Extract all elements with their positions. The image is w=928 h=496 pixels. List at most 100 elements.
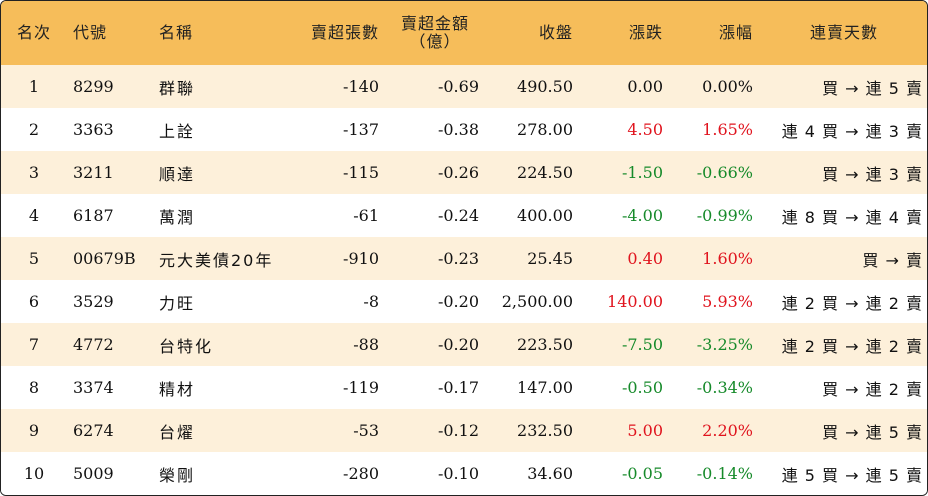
rank-cell: 10 bbox=[23, 464, 45, 483]
header-days: 連賣天數 bbox=[809, 23, 878, 42]
sell-shares-cell: -53 bbox=[353, 421, 379, 440]
rank-cell: 7 bbox=[28, 335, 40, 354]
header-row: 名次 代號 名稱 賣超張數 賣超金額 （億） 收盤 漲跌 漲幅 連賣天數 bbox=[1, 1, 927, 65]
rank-cell: 5 bbox=[28, 249, 40, 268]
pct-cell: 2.20% bbox=[702, 421, 753, 440]
table-row: 3 3211 順達 -115 -0.26 224.50 -1.50 -0.66% 買 → 連 3… bbox=[1, 151, 927, 194]
header-name: 名稱 bbox=[159, 23, 194, 42]
header-change: 漲跌 bbox=[628, 23, 663, 42]
sell-amount-cell: -0.17 bbox=[437, 378, 479, 397]
days-cell: 買 → 連 3 賣 bbox=[822, 164, 923, 184]
table-row: 4 6187 萬潤 -61 -0.24 400.00 -4.00 -0.99% 連 8 買 → … bbox=[1, 194, 927, 237]
code-cell: 3529 bbox=[73, 292, 114, 311]
sell-amount-cell: -0.69 bbox=[437, 77, 479, 96]
sell-amount-cell: -0.26 bbox=[437, 163, 479, 182]
table-row: 7 4772 台特化 -88 -0.20 223.50 -7.50 -3.25% 連 2 買 →… bbox=[1, 323, 927, 366]
code-cell: 4772 bbox=[73, 335, 114, 354]
close-cell: 232.50 bbox=[517, 421, 573, 440]
days-cell: 連 4 買 → 連 3 賣 bbox=[781, 121, 923, 141]
table-row: 9 6274 台燿 -53 -0.12 232.50 5.00 2.20% 買 → 連 5 賣 bbox=[1, 409, 927, 452]
pct-cell: 5.93% bbox=[702, 292, 753, 311]
sell-shares-cell: -8 bbox=[363, 292, 379, 311]
sell-shares-cell: -88 bbox=[353, 335, 379, 354]
name-cell: 精材 bbox=[159, 379, 196, 399]
name-cell: 台特化 bbox=[159, 336, 214, 356]
name-cell: 台燿 bbox=[159, 422, 196, 442]
change-cell: -7.50 bbox=[621, 335, 663, 354]
days-cell: 連 2 買 → 連 2 賣 bbox=[781, 336, 923, 356]
days-cell: 買 → 連 5 賣 bbox=[822, 422, 923, 442]
days-cell: 買 → 賣 bbox=[862, 250, 923, 270]
name-cell: 上詮 bbox=[159, 121, 196, 141]
pct-cell: 1.65% bbox=[702, 120, 753, 139]
pct-cell: -0.99% bbox=[696, 206, 753, 225]
rank-cell: 2 bbox=[28, 120, 40, 139]
table-row: 2 3363 上詮 -137 -0.38 278.00 4.50 1.65% 連 4 買 → 連… bbox=[1, 108, 927, 151]
sell-amount-cell: -0.38 bbox=[437, 120, 479, 139]
header-rank: 名次 bbox=[16, 23, 51, 42]
sell-amount-cell: -0.23 bbox=[437, 249, 479, 268]
sell-amount-cell: -0.12 bbox=[437, 421, 479, 440]
name-cell: 群聯 bbox=[159, 78, 196, 98]
close-cell: 147.00 bbox=[517, 378, 573, 397]
sell-shares-cell: -137 bbox=[343, 120, 379, 139]
rank-cell: 8 bbox=[28, 378, 40, 397]
table-body: 1 8299 群聯 -140 -0.69 490.50 0.00 0.00% 買 → 連 5 賣… bbox=[1, 65, 927, 495]
code-cell: 8299 bbox=[73, 77, 114, 96]
sell-amount-cell: -0.10 bbox=[437, 464, 479, 483]
sell-shares-cell: -119 bbox=[343, 378, 379, 397]
close-cell: 490.50 bbox=[517, 77, 573, 96]
close-cell: 25.45 bbox=[527, 249, 573, 268]
table-row: 1 8299 群聯 -140 -0.69 490.50 0.00 0.00% 買 → 連 5 賣 bbox=[1, 65, 927, 108]
change-cell: 0.40 bbox=[627, 249, 663, 268]
table-row: 10 5009 榮剛 -280 -0.10 34.60 -0.05 -0.14% 連 5 買 →… bbox=[1, 452, 927, 495]
code-cell: 3374 bbox=[73, 378, 114, 397]
rank-cell: 3 bbox=[28, 163, 40, 182]
sell-shares-cell: -61 bbox=[353, 206, 379, 225]
days-cell: 連 5 買 → 連 5 賣 bbox=[781, 465, 923, 485]
code-cell: 6187 bbox=[73, 206, 114, 225]
pct-cell: -0.34% bbox=[696, 378, 753, 397]
rank-cell: 6 bbox=[28, 292, 40, 311]
sell-shares-cell: -140 bbox=[343, 77, 379, 96]
code-cell: 00679B bbox=[73, 249, 136, 268]
table-row: 8 3374 精材 -119 -0.17 147.00 -0.50 -0.34% 買 → 連 2… bbox=[1, 366, 927, 409]
sell-shares-cell: -910 bbox=[343, 249, 379, 268]
sell-amount-cell: -0.20 bbox=[437, 335, 479, 354]
sell-amount-cell: -0.24 bbox=[437, 206, 479, 225]
name-cell: 萬潤 bbox=[159, 207, 196, 227]
code-cell: 6274 bbox=[73, 421, 114, 440]
change-cell: -0.50 bbox=[621, 378, 663, 397]
rank-cell: 1 bbox=[28, 77, 40, 96]
pct-cell: 0.00% bbox=[702, 77, 753, 96]
change-cell: 4.50 bbox=[627, 120, 663, 139]
close-cell: 34.60 bbox=[527, 464, 573, 483]
header-sell-amount: 賣超金額 （億） bbox=[385, 1, 485, 65]
close-cell: 223.50 bbox=[517, 335, 573, 354]
days-cell: 連 8 買 → 連 4 賣 bbox=[781, 207, 923, 227]
header-code: 代號 bbox=[73, 23, 108, 42]
close-cell: 224.50 bbox=[517, 163, 573, 182]
table-row: 5 00679B 元大美債20年 -910 -0.23 25.45 0.40 1.60% 買 →… bbox=[1, 237, 927, 280]
pct-cell: -0.14% bbox=[696, 464, 753, 483]
days-cell: 連 2 買 → 連 2 賣 bbox=[781, 293, 923, 313]
code-cell: 3363 bbox=[73, 120, 114, 139]
name-cell: 力旺 bbox=[159, 293, 196, 313]
pct-cell: -3.25% bbox=[696, 335, 753, 354]
header-sell-amount-line1: 賣超金額 bbox=[400, 14, 469, 33]
days-cell: 買 → 連 2 賣 bbox=[822, 379, 923, 399]
rank-cell: 4 bbox=[28, 206, 40, 225]
sell-shares-cell: -115 bbox=[343, 163, 379, 182]
change-cell: 0.00 bbox=[627, 77, 663, 96]
code-cell: 3211 bbox=[73, 163, 114, 182]
header-sell-shares: 賣超張數 bbox=[310, 23, 379, 42]
header-pct: 漲幅 bbox=[718, 23, 753, 42]
change-cell: -4.00 bbox=[621, 206, 663, 225]
days-cell: 買 → 連 5 賣 bbox=[822, 78, 923, 98]
header-close: 收盤 bbox=[538, 23, 573, 42]
name-cell: 元大美債20年 bbox=[159, 250, 274, 270]
pct-cell: -0.66% bbox=[696, 163, 753, 182]
table-row: 6 3529 力旺 -8 -0.20 2,500.00 140.00 5.93% 連 2 買 →… bbox=[1, 280, 927, 323]
